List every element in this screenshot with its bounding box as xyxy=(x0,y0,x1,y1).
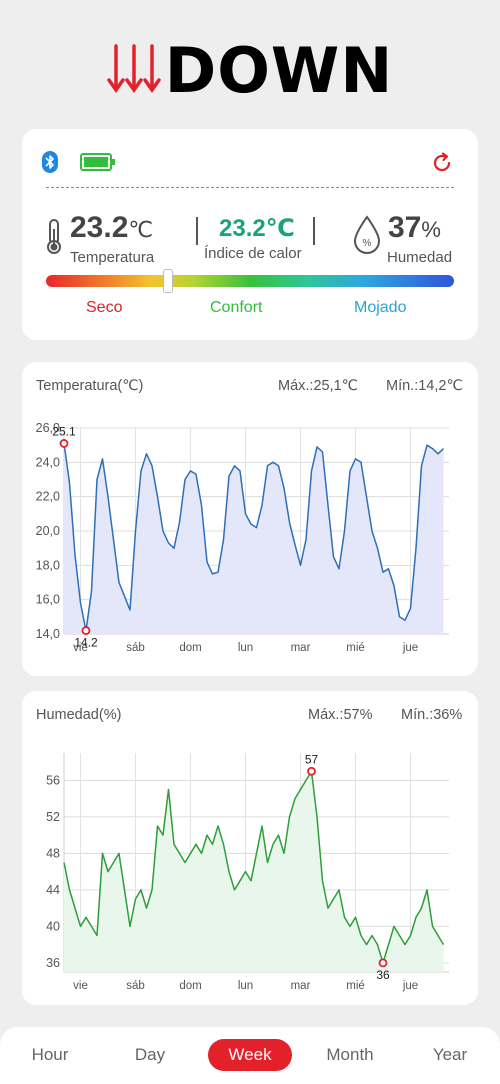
hum-ytick-label: 48 xyxy=(46,846,60,860)
temp-ytick-label: 14,0 xyxy=(36,627,60,641)
hum-max-marker xyxy=(307,766,316,776)
temperature-value: 23.2 xyxy=(70,211,129,244)
temp-xtick-label: dom xyxy=(179,642,201,654)
temp-ytick-label: 20,0 xyxy=(36,524,60,538)
hum-xtick-label: mar xyxy=(291,980,311,992)
hum-xtick-label: vie xyxy=(73,980,88,992)
scale-label-wet: Mojado xyxy=(354,299,407,316)
thermometer-icon xyxy=(44,219,64,260)
tab-month[interactable]: Month xyxy=(326,1045,374,1064)
humidity-value: 37 xyxy=(388,211,422,244)
humidity-reading: 37% xyxy=(388,211,441,245)
temperature-reading: 23.2℃ xyxy=(70,211,153,245)
separator-right xyxy=(313,217,315,245)
hum-xtick-label: sáb xyxy=(126,980,145,992)
temp-min-data-label: 14.2 xyxy=(74,636,98,650)
app-header: DOWN xyxy=(0,30,500,110)
temp-xtick-label: jue xyxy=(402,642,418,654)
temp-max-marker xyxy=(59,439,69,448)
temp-xtick-label: vie xyxy=(73,642,88,654)
humidity-chart: 36 40 44 48 52 56 vie sáb dom lun mar mié jue 57 36 xyxy=(46,752,449,992)
humidity-max: Máx.:57% xyxy=(308,707,373,723)
bluetooth-icon xyxy=(42,151,58,178)
hum-ytick-label: 40 xyxy=(46,919,60,933)
hum-min-data-label: 36 xyxy=(376,968,390,982)
humidity-chart-card: Humedad(%) Máx.:57% Mín.:36% 36 40 44 48 52 5… xyxy=(22,691,478,1005)
temp-ytick-label: 22,0 xyxy=(36,490,60,504)
separator-left xyxy=(196,217,198,245)
tab-hour[interactable]: Hour xyxy=(31,1045,69,1064)
temp-xtick-label: mié xyxy=(346,642,365,654)
temperature-chart: 14,0 16,0 18,0 20,0 22,0 24,0 26,0 vie sáb dom lun… xyxy=(36,421,449,654)
temp-ytick-label: 24,0 xyxy=(36,455,60,469)
temp-xtick-label: sáb xyxy=(126,642,145,654)
humidity-unit: % xyxy=(421,217,441,242)
battery-full-icon xyxy=(80,153,116,176)
dashed-divider xyxy=(46,187,454,188)
hum-xtick-label: dom xyxy=(179,980,201,992)
hum-xtick-label: mié xyxy=(346,980,365,992)
temp-xtick-label: mar xyxy=(291,642,311,654)
temp-series-line xyxy=(63,443,445,632)
humidity-chart-title: Humedad(%) xyxy=(36,707,122,723)
hum-min-marker xyxy=(378,958,388,968)
svg-text:%: % xyxy=(363,238,372,249)
current-reading-card: 23.2℃ Temperatura 23.2℃ Índice de calor … xyxy=(22,129,478,340)
temp-ytick-label: 26,0 xyxy=(36,421,60,435)
hum-series-line xyxy=(63,770,445,964)
temperature-max: Máx.:25,1℃ xyxy=(278,378,358,394)
temp-area-fill xyxy=(64,443,444,634)
status-row xyxy=(42,151,454,175)
hum-ytick-label: 36 xyxy=(46,956,60,970)
hum-ytick-label: 56 xyxy=(46,773,60,787)
humidity-label: Humedad xyxy=(387,249,453,266)
temp-xtick-label: lun xyxy=(238,642,253,654)
temperature-chart-card: Temperatura(℃) Máx.:25,1℃ Mín.:14,2℃ 14,… xyxy=(22,362,478,676)
down-arrows-logo-icon xyxy=(107,42,161,98)
scale-label-dry: Seco xyxy=(86,299,123,316)
comfort-scale-bar xyxy=(46,275,454,287)
temp-max-data-label: 25.1 xyxy=(52,424,76,438)
tab-week[interactable]: Week xyxy=(208,1039,292,1071)
hum-ytick-label: 52 xyxy=(46,810,60,824)
tab-year[interactable]: Year xyxy=(432,1045,468,1064)
hum-ytick-label: 44 xyxy=(46,883,60,897)
temp-min-marker xyxy=(81,626,91,635)
temperature-label: Temperatura xyxy=(70,249,155,266)
hum-xtick-label: lun xyxy=(238,980,253,992)
refresh-icon[interactable] xyxy=(430,151,454,180)
period-tab-bar: Hour Day Week Month Year xyxy=(0,1027,500,1084)
hum-xtick-label: jue xyxy=(402,980,418,992)
hum-area-fill xyxy=(64,771,444,972)
temperature-min: Mín.:14,2℃ xyxy=(386,378,463,394)
humidity-min: Mín.:36% xyxy=(401,707,463,723)
scale-label-comfort: Confort xyxy=(210,299,263,316)
temp-ytick-label: 16,0 xyxy=(36,593,60,607)
heat-index-value: 23.2℃ xyxy=(219,215,295,242)
temp-ytick-label: 18,0 xyxy=(36,558,60,572)
comfort-scale-indicator xyxy=(163,269,174,293)
temperature-chart-title: Temperatura(℃) xyxy=(36,378,144,394)
heat-index-label: Índice de calor xyxy=(204,245,302,262)
humidity-drop-icon: % xyxy=(352,215,382,260)
hum-max-data-label: 57 xyxy=(305,752,319,766)
tab-day[interactable]: Day xyxy=(134,1045,166,1064)
temperature-unit: ℃ xyxy=(128,217,154,242)
app-logo-text: DOWN xyxy=(164,33,394,107)
